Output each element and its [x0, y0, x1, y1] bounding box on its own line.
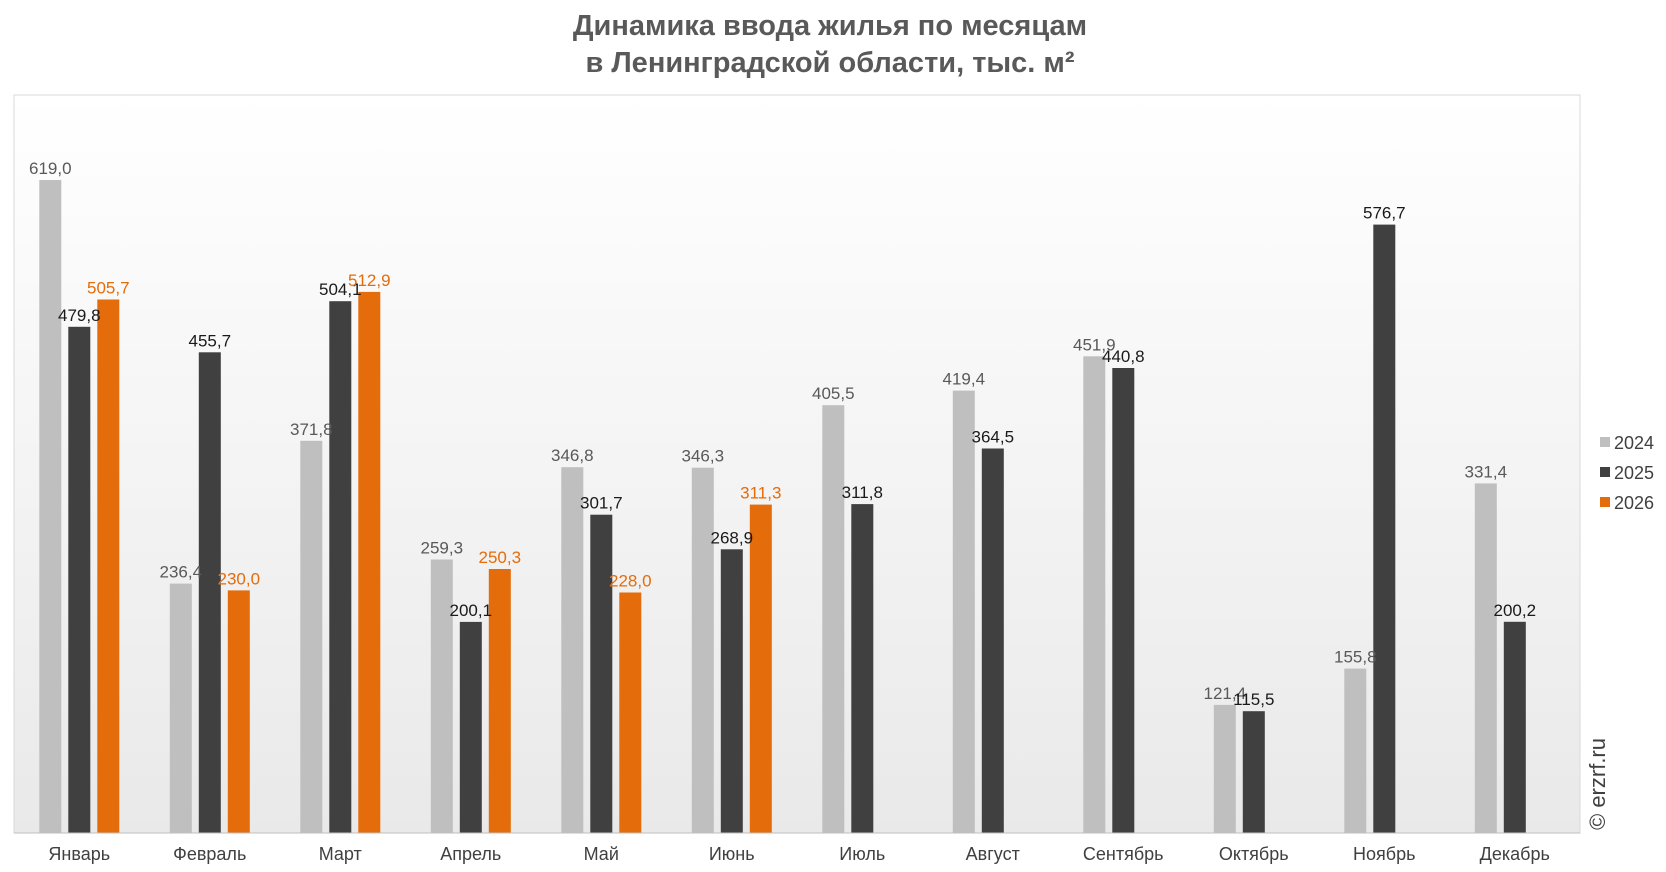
bar-2024	[1213, 704, 1236, 833]
data-label-2024: 371,8	[290, 420, 333, 439]
bar-2024	[952, 390, 975, 833]
bar-2024	[822, 405, 845, 833]
bar-2025	[1373, 224, 1396, 834]
watermark-text: © erzrf.ru	[1585, 738, 1610, 830]
data-label-2024: 419,4	[943, 370, 986, 389]
bar-2025	[981, 448, 1004, 833]
bar-2024	[1344, 668, 1367, 833]
bar-2024	[561, 467, 584, 833]
data-label-2024: 405,5	[812, 384, 855, 403]
category-labels: Январь Февраль Март Апрель Май Июнь Июль Август…	[48, 844, 1549, 864]
data-label-2024: 155,8	[1334, 648, 1377, 667]
data-label-2024: 331,4	[1465, 462, 1508, 481]
data-label-2025: 504,1	[319, 280, 362, 299]
category-label: Май	[584, 844, 619, 864]
bar-2025	[198, 352, 221, 833]
legend-swatch-2025	[1600, 467, 1610, 477]
category-label: Январь	[48, 844, 110, 864]
category-label: Июль	[839, 844, 885, 864]
bar-2024	[169, 583, 192, 833]
bar-2024	[39, 180, 62, 833]
data-label-2026: 230,0	[218, 569, 261, 588]
bar-2026	[488, 569, 511, 833]
data-label-2025: 311,8	[842, 483, 883, 502]
data-label-2026: 311,3	[740, 484, 781, 503]
bar-2025	[68, 326, 91, 833]
legend-label-2024: 2024	[1614, 433, 1654, 453]
bar-2024	[300, 440, 323, 833]
data-label-2024: 346,3	[682, 447, 725, 466]
bar-2024	[1083, 356, 1106, 833]
data-label-2026: 505,7	[87, 279, 130, 298]
legend-label-2025: 2025	[1614, 463, 1654, 483]
data-label-2025: 479,8	[58, 306, 101, 325]
legend-swatch-2024	[1600, 437, 1610, 447]
bar-2024	[1474, 483, 1497, 833]
legend-label-2026: 2026	[1614, 493, 1654, 513]
data-label-2025: 301,7	[580, 494, 623, 513]
bar-2025	[720, 549, 743, 833]
bar-2026	[749, 504, 772, 833]
data-label-2025: 200,2	[1494, 601, 1537, 620]
data-label-2025: 576,7	[1363, 204, 1406, 223]
bar-2024	[430, 559, 453, 833]
bar-2025	[329, 301, 352, 833]
data-label-2025: 364,5	[972, 428, 1015, 447]
data-label-2024: 619,0	[29, 159, 72, 178]
bar-2025	[1503, 621, 1526, 833]
bar-2025	[851, 504, 874, 833]
data-label-2025: 115,5	[1233, 690, 1274, 709]
bar-2025	[1112, 368, 1135, 833]
bar-2024	[691, 467, 714, 833]
data-label-2024: 121,4	[1204, 684, 1247, 703]
data-label-2025: 440,8	[1102, 347, 1145, 366]
data-label-2024: 346,8	[551, 446, 594, 465]
data-label-2026: 250,3	[479, 548, 522, 567]
legend: 2024 2025 2026	[1600, 433, 1654, 513]
category-label: Февраль	[173, 844, 246, 864]
category-label: Ноябрь	[1353, 844, 1415, 864]
category-label: Октябрь	[1219, 844, 1289, 864]
category-label: Август	[966, 844, 1020, 864]
chart-subtitle: в Ленинградской области, тыс. м²	[585, 47, 1074, 79]
data-label-2024: 451,9	[1073, 335, 1116, 354]
category-label: Март	[319, 844, 362, 864]
data-label-2024: 236,4	[160, 563, 203, 582]
category-label: Декабрь	[1480, 844, 1550, 864]
category-label: Апрель	[440, 844, 501, 864]
bar-2026	[358, 291, 381, 833]
plot-area	[13, 94, 1581, 834]
data-label-2026: 228,0	[609, 572, 652, 591]
bar-2025	[459, 621, 482, 833]
labels-group: 619,0 479,8 505,7 236,4 455,7 230,0 371,8 504,1…	[29, 159, 1536, 709]
bar-2026	[619, 592, 642, 833]
bar-2026	[97, 299, 120, 833]
data-label-2024: 259,3	[421, 539, 464, 558]
bar-2025	[590, 514, 613, 833]
bar-2025	[1242, 711, 1265, 833]
legend-swatch-2026	[1600, 497, 1610, 507]
data-label-2026: 512,9	[348, 271, 391, 290]
data-label-2025: 200,1	[450, 601, 493, 620]
data-label-2025: 268,9	[711, 528, 754, 547]
chart-title: Динамика ввода жилья по месяцам	[573, 10, 1087, 42]
bar-2026	[227, 590, 250, 833]
bars-group	[39, 180, 1526, 834]
category-label: Июнь	[709, 844, 755, 864]
category-label: Сентябрь	[1083, 844, 1164, 864]
data-label-2025: 455,7	[189, 331, 232, 350]
